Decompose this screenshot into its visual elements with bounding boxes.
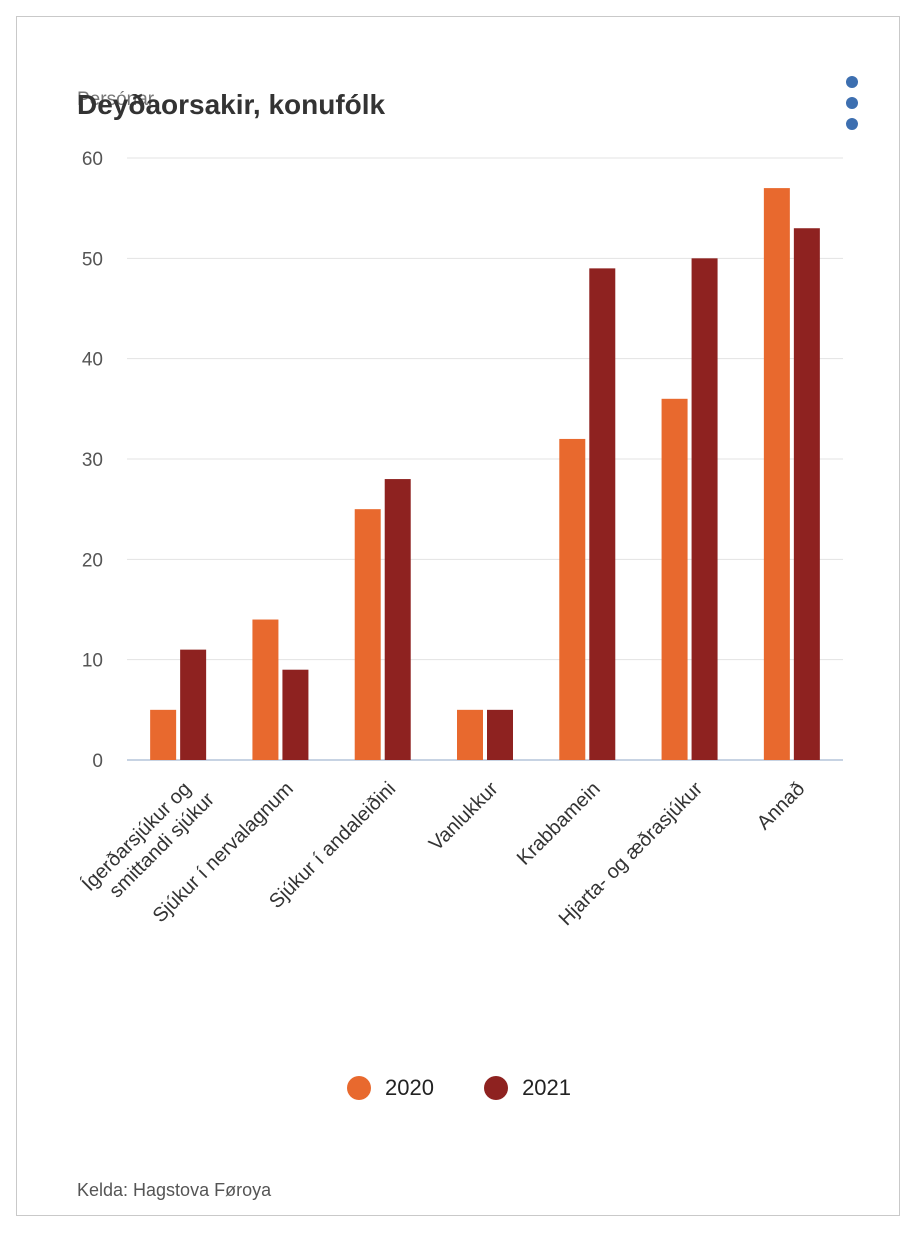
y-tick-label: 50 <box>82 249 103 270</box>
legend-label-2021: 2021 <box>522 1075 572 1100</box>
y-axis-title: Persónar <box>77 89 155 110</box>
source-credit: Kelda: Hagstova Føroya <box>77 1180 272 1200</box>
chart-title: Deyðaorsakir, konufólk <box>77 89 386 120</box>
bar-2021 <box>793 228 820 760</box>
legend: 2020 2021 <box>17 1075 901 1106</box>
bar-2021 <box>691 258 718 760</box>
bar-2021 <box>487 709 513 760</box>
legend-label-2020: 2020 <box>384 1075 434 1100</box>
bar-2021 <box>282 669 309 760</box>
x-tick-label-line: Annað <box>753 778 809 834</box>
legend-swatch-2021 <box>484 1076 509 1100</box>
legend-item-2021[interactable]: 2021 <box>484 1075 571 1101</box>
legend-swatch-2020 <box>346 1076 371 1100</box>
bar-2020 <box>763 188 790 761</box>
bar-2021 <box>384 479 411 760</box>
more-vertical-icon[interactable] <box>839 73 865 133</box>
y-tick-label: 10 <box>82 651 103 672</box>
bar-2020 <box>150 709 177 760</box>
x-tick-label: Annað <box>753 778 809 834</box>
x-tick-label-line: Krabbamein <box>513 778 605 870</box>
y-tick-label: 30 <box>82 450 103 471</box>
y-tick-label: 0 <box>92 751 103 772</box>
x-tick-label: Krabbamein <box>513 778 605 870</box>
bar-2020 <box>252 619 279 760</box>
bar-2020 <box>559 438 586 760</box>
bar-2020 <box>661 398 688 760</box>
y-tick-label: 20 <box>82 550 103 571</box>
legend-item-2020[interactable]: 2020 <box>346 1075 434 1101</box>
y-tick-label: 40 <box>82 350 103 371</box>
bar-2021 <box>180 649 207 760</box>
x-tick-label-line: Vanlukkur <box>425 778 503 856</box>
bar-2021 <box>589 268 616 760</box>
bar-2020 <box>354 509 381 760</box>
x-tick-label: Vanlukkur <box>425 778 503 856</box>
chart-card: 0 10 20 30 40 50 60 Ígerðarsjúkur ogsmittandi s… <box>16 16 900 1216</box>
bar-2020 <box>457 709 483 760</box>
y-tick-label: 60 <box>82 149 103 170</box>
